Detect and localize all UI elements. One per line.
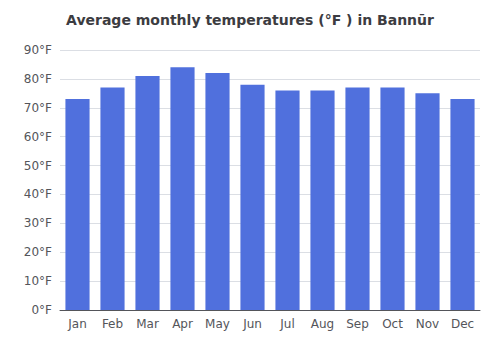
svg-text:Jun: Jun <box>242 317 262 331</box>
svg-text:Jul: Jul <box>279 317 294 331</box>
svg-text:Feb: Feb <box>102 317 123 331</box>
svg-text:Jan: Jan <box>67 317 87 331</box>
svg-text:Apr: Apr <box>172 317 193 331</box>
svg-text:40°F: 40°F <box>24 187 52 201</box>
svg-text:Mar: Mar <box>136 317 159 331</box>
svg-text:80°F: 80°F <box>24 72 52 86</box>
svg-text:May: May <box>205 317 230 331</box>
svg-text:90°F: 90°F <box>24 43 52 57</box>
svg-text:0°F: 0°F <box>31 303 52 317</box>
svg-text:20°F: 20°F <box>24 245 52 259</box>
svg-text:Dec: Dec <box>451 317 474 331</box>
svg-text:Aug: Aug <box>311 317 334 331</box>
svg-text:60°F: 60°F <box>24 130 52 144</box>
svg-text:10°F: 10°F <box>24 274 52 288</box>
svg-text:30°F: 30°F <box>24 216 52 230</box>
svg-text:Oct: Oct <box>382 317 403 331</box>
svg-text:Average monthly temperatures (: Average monthly temperatures (°F ) in Ba… <box>66 12 434 28</box>
svg-text:Nov: Nov <box>416 317 439 331</box>
svg-text:70°F: 70°F <box>24 101 52 115</box>
svg-text:50°F: 50°F <box>24 159 52 173</box>
svg-text:Sep: Sep <box>346 317 369 331</box>
